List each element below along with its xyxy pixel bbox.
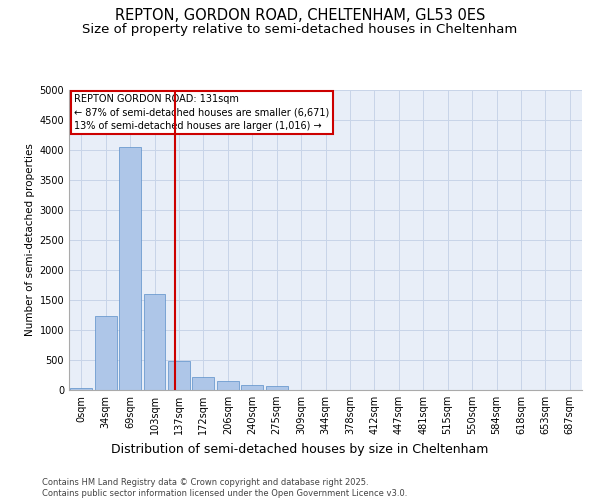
Bar xyxy=(217,382,239,390)
Bar xyxy=(241,384,263,390)
Bar xyxy=(168,360,190,390)
Text: Contains HM Land Registry data © Crown copyright and database right 2025.
Contai: Contains HM Land Registry data © Crown c… xyxy=(42,478,407,498)
Bar xyxy=(70,388,92,390)
Bar xyxy=(266,386,287,390)
Text: REPTON GORDON ROAD: 131sqm
← 87% of semi-detached houses are smaller (6,671)
13%: REPTON GORDON ROAD: 131sqm ← 87% of semi… xyxy=(74,94,329,131)
Text: REPTON, GORDON ROAD, CHELTENHAM, GL53 0ES: REPTON, GORDON ROAD, CHELTENHAM, GL53 0E… xyxy=(115,8,485,22)
Bar xyxy=(143,294,166,390)
Bar xyxy=(95,316,116,390)
Bar xyxy=(193,378,214,390)
Y-axis label: Number of semi-detached properties: Number of semi-detached properties xyxy=(25,144,35,336)
Bar xyxy=(119,147,141,390)
Text: Size of property relative to semi-detached houses in Cheltenham: Size of property relative to semi-detach… xyxy=(82,22,518,36)
Text: Distribution of semi-detached houses by size in Cheltenham: Distribution of semi-detached houses by … xyxy=(112,442,488,456)
